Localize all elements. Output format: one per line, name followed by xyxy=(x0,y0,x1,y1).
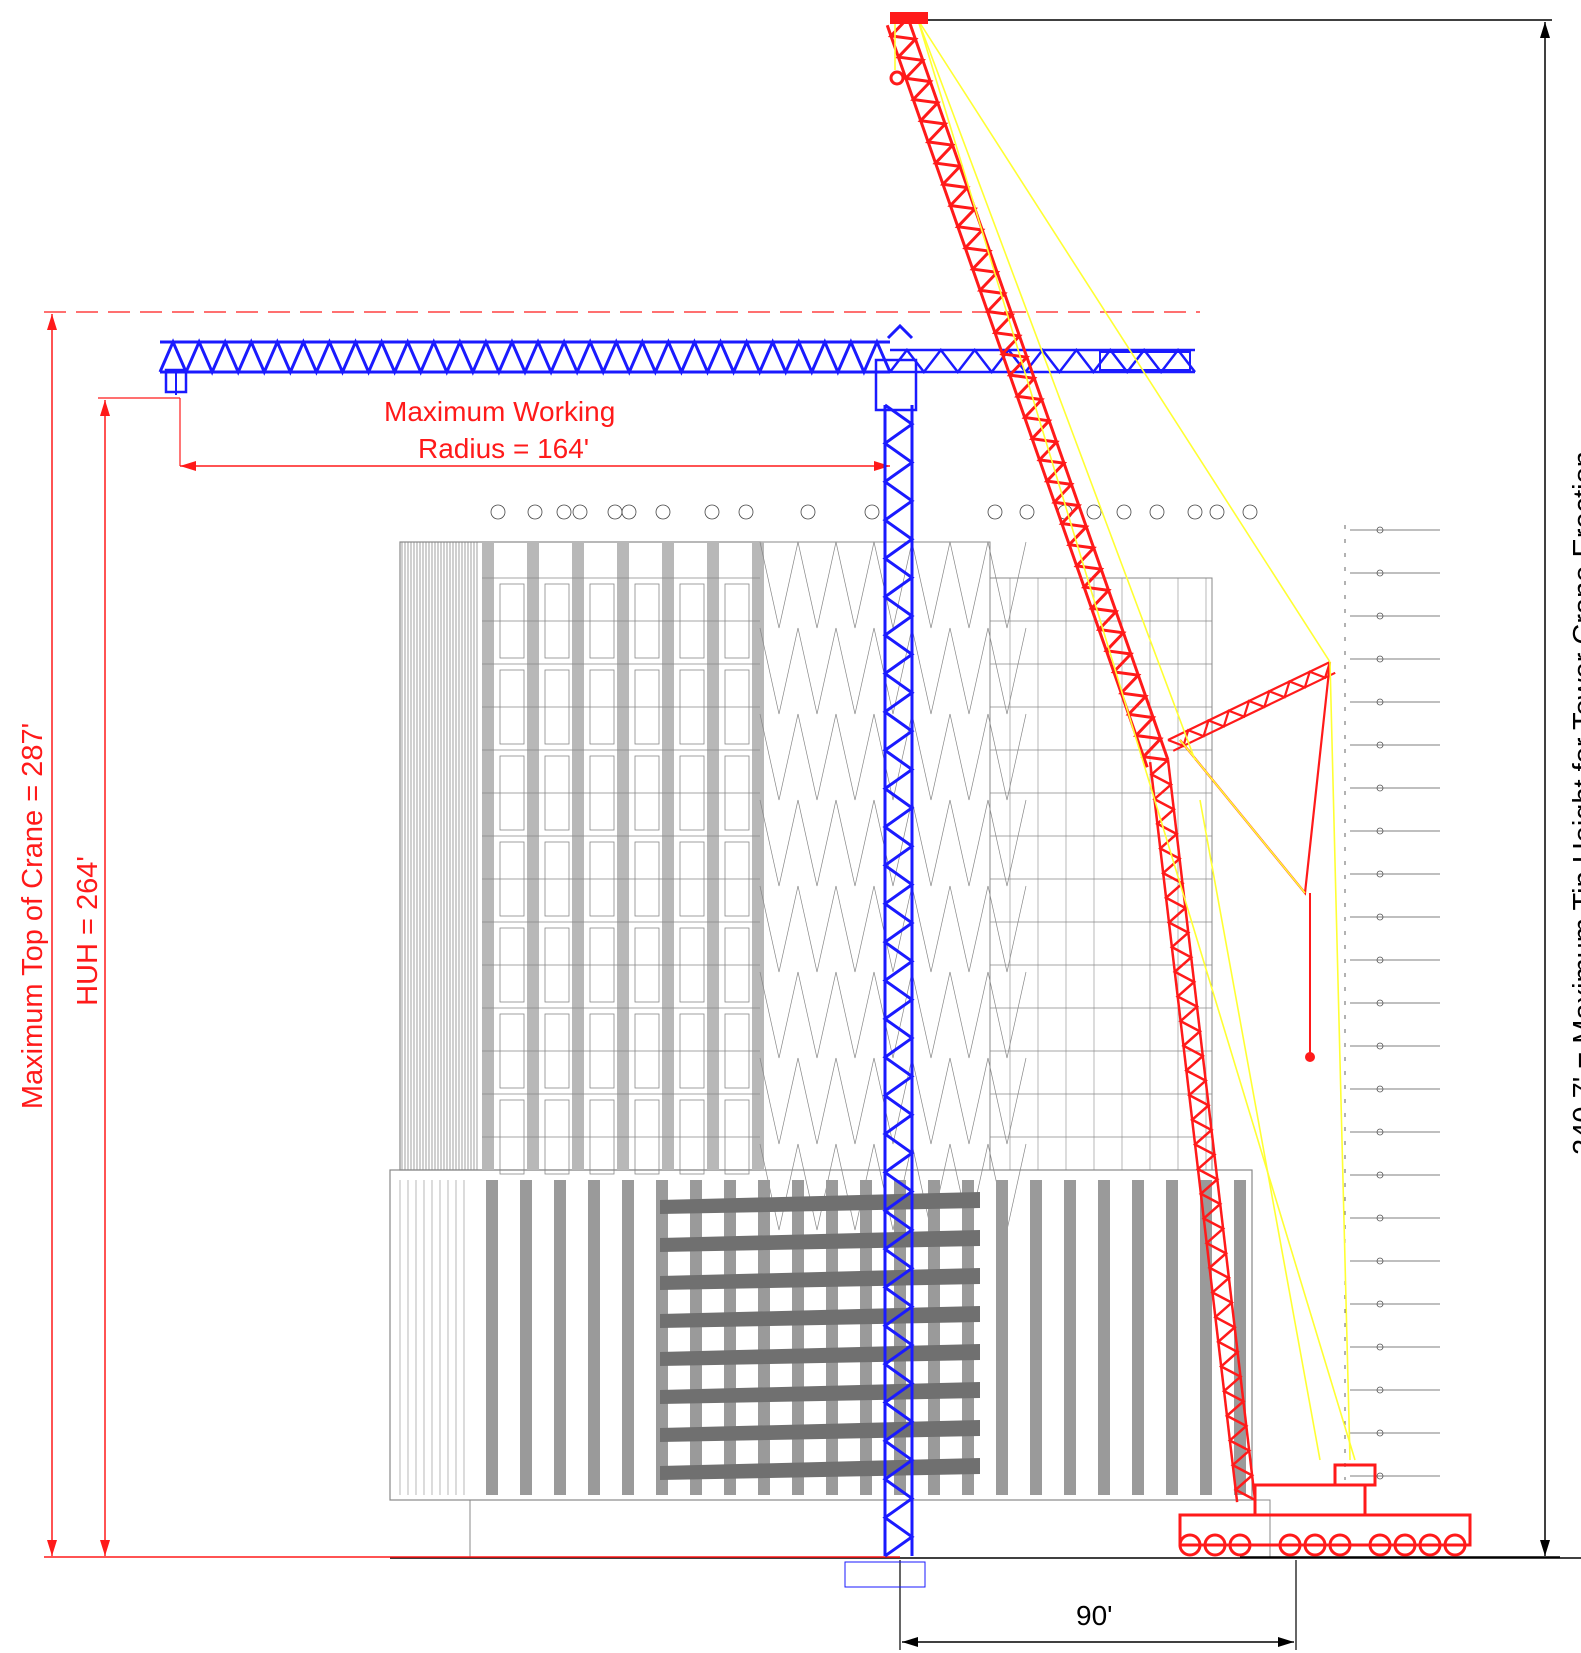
mobile-crane xyxy=(885,12,1472,1557)
tower-crane-mast xyxy=(882,403,915,1558)
offset-label: 90' xyxy=(1076,1600,1113,1631)
huh-label: HUH = 264' xyxy=(72,856,104,1006)
max-top-label: Maximum Top of Crane = 287' xyxy=(17,722,49,1110)
tower-crane-apex xyxy=(886,323,914,340)
building-base xyxy=(469,1499,1271,1559)
building-left-hatch xyxy=(401,542,478,1170)
working-radius-arrow-left xyxy=(180,461,196,471)
max-top-arrow-bottom xyxy=(47,1540,57,1556)
working-radius-label-line2: Radius = 164' xyxy=(418,433,590,464)
huh-arrow-bottom xyxy=(100,1540,110,1556)
building-grid-bubbles xyxy=(490,504,1258,520)
tower-crane-base xyxy=(844,1561,926,1588)
tower-crane-cab xyxy=(874,358,918,412)
building-upper-mid-block xyxy=(759,541,991,1171)
working-radius-arrow-right xyxy=(874,461,890,471)
building-podium-columns xyxy=(399,1180,1246,1495)
tip-height-arrow-bottom xyxy=(1540,1540,1550,1556)
tower-crane-jib xyxy=(158,338,892,376)
tower-crane-counterweight xyxy=(1099,351,1191,371)
mobile-crane-boom-tip xyxy=(890,12,928,24)
tip-height-label: 340.7' = Maximum Tip Height for Tower Cr… xyxy=(1568,451,1581,1155)
tower-crane-hook-block xyxy=(164,368,188,394)
huh-arrow-top xyxy=(100,400,110,416)
offset-arrow-right xyxy=(1278,1637,1294,1647)
mobile-crane-ballast xyxy=(1305,1052,1315,1062)
building-elevation xyxy=(389,504,1581,1559)
building-podium xyxy=(389,1169,1253,1501)
building-floor-lines xyxy=(482,577,1212,1138)
mobile-crane-hook xyxy=(889,70,905,86)
building-upper-right-block xyxy=(989,577,1213,1171)
working-radius-label-line1: Maximum Working xyxy=(384,396,616,427)
mobile-crane-derrick-mast xyxy=(1167,661,1336,752)
offset-arrow-left xyxy=(902,1637,918,1647)
max-top-arrow-top xyxy=(47,314,57,330)
mobile-crane-rigging xyxy=(917,19,1356,1461)
building-windows xyxy=(499,583,750,1175)
tip-height-arrow-top xyxy=(1540,22,1550,38)
mobile-crane-carrier xyxy=(1178,1463,1472,1557)
building-textured-panels xyxy=(482,542,764,1170)
building-level-marks xyxy=(1344,525,1440,1480)
dimension-lines xyxy=(44,19,1560,1650)
mobile-crane-main-boom xyxy=(885,16,1257,1503)
mobile-crane-luffing-frame xyxy=(1179,661,1332,896)
tower-crane xyxy=(158,323,1196,1588)
building-podium-slabs xyxy=(660,1192,980,1480)
